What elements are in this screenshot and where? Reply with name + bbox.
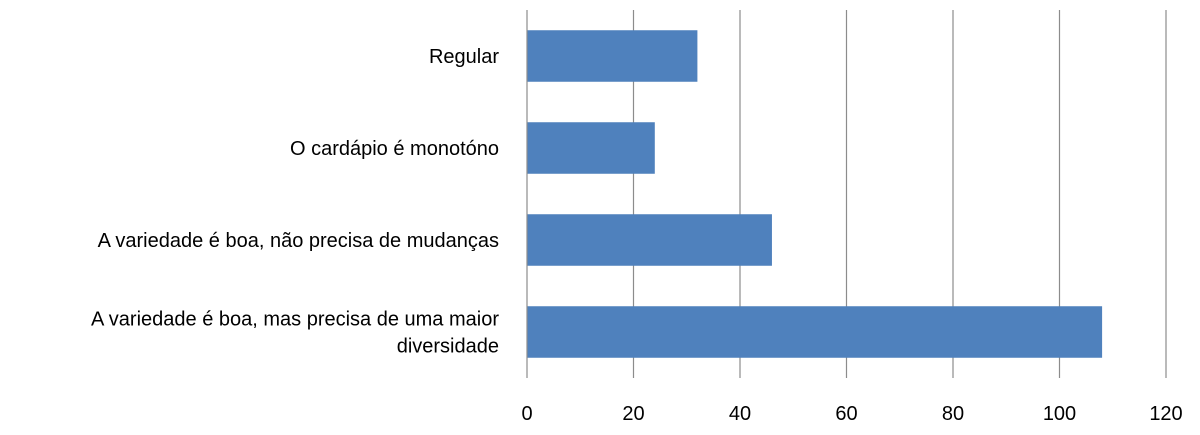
category-label: Regular bbox=[429, 46, 499, 68]
category-labels: Regular O cardápio é monotóno A variedade … bbox=[91, 46, 499, 358]
x-tick-label: 60 bbox=[835, 403, 857, 425]
x-tick-labels: 0 20 40 60 80 100 120 bbox=[521, 403, 1182, 425]
x-tick-label: 40 bbox=[729, 403, 751, 425]
category-label: O cardápio é monotóno bbox=[290, 138, 499, 160]
category-label: diversidade bbox=[397, 336, 499, 358]
category-label: A variedade é boa, mas precisa de uma ma… bbox=[91, 309, 499, 331]
bar bbox=[527, 214, 772, 266]
x-tick-label: 0 bbox=[521, 403, 532, 425]
x-tick-label: 20 bbox=[622, 403, 644, 425]
bar bbox=[527, 122, 655, 174]
bar bbox=[527, 30, 698, 82]
bar bbox=[527, 306, 1103, 358]
x-tick-label: 120 bbox=[1149, 403, 1182, 425]
category-label: A variedade é boa, não precisa de mudanç… bbox=[98, 230, 499, 252]
x-tick-label: 100 bbox=[1043, 403, 1076, 425]
x-tick-label: 80 bbox=[942, 403, 964, 425]
bars bbox=[527, 30, 1103, 358]
